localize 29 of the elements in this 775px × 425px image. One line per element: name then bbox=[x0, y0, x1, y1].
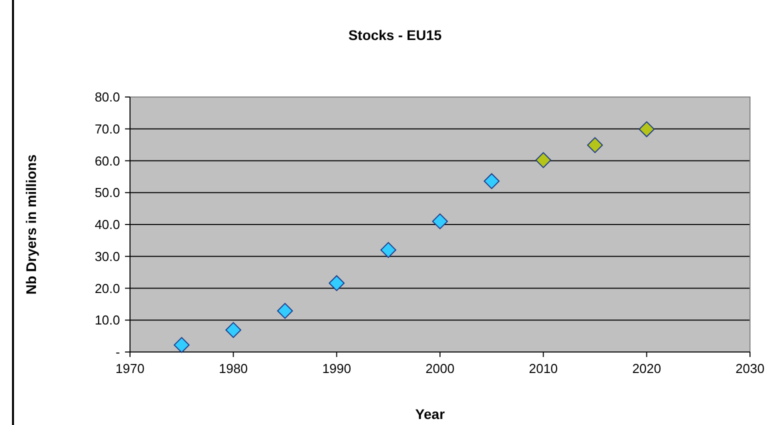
point bbox=[225, 322, 242, 338]
point bbox=[380, 242, 396, 258]
point bbox=[587, 137, 603, 154]
y-tick-label: 10.0 bbox=[94, 312, 120, 328]
point bbox=[484, 173, 500, 190]
y-tick-label: 20.0 bbox=[94, 280, 120, 296]
x-tick-label: 1970 bbox=[116, 361, 144, 376]
x-tick-label: 1980 bbox=[218, 361, 248, 376]
y-tick-label: 30.0 bbox=[94, 248, 120, 264]
point bbox=[535, 152, 552, 168]
x-tick-label: 2000 bbox=[426, 361, 454, 376]
y-tick-label: 50.0 bbox=[94, 185, 120, 200]
point bbox=[328, 275, 345, 292]
y-tick-label: 80.0 bbox=[94, 90, 120, 105]
y-tick-label: - bbox=[116, 344, 120, 360]
x-tick-label: 2020 bbox=[632, 361, 662, 376]
y-tick-label: 60.0 bbox=[94, 153, 120, 168]
x-tick-label: 1990 bbox=[322, 361, 352, 376]
chart-title: Stocks - EU15 bbox=[348, 27, 442, 43]
point bbox=[638, 121, 655, 138]
y-tick-label: 40.0 bbox=[94, 217, 120, 232]
y-axis-title: Nb Dryers in millions bbox=[23, 154, 39, 295]
point bbox=[277, 302, 293, 319]
x-axis-title: Year bbox=[415, 406, 446, 422]
x-tick-label: 2030 bbox=[736, 361, 764, 376]
point bbox=[432, 213, 448, 230]
x-tick-label: 2010 bbox=[528, 361, 558, 376]
point bbox=[174, 337, 190, 353]
y-tick-label: 70.0 bbox=[94, 121, 120, 136]
